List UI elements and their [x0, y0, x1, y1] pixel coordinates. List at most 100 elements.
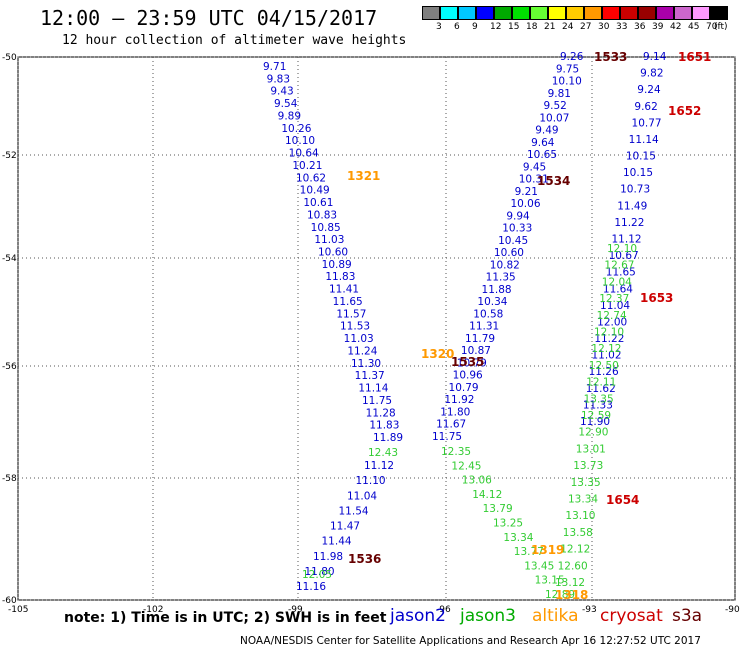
swh-value: 9.71 [263, 61, 286, 73]
swh-value: 10.58 [473, 308, 503, 320]
swh-value: 11.67 [436, 419, 466, 431]
swh-value: 11.98 [313, 551, 343, 563]
legend-jason3: jason3 [460, 606, 516, 626]
swh-value: 12.12 [591, 343, 621, 355]
colorbar-tick: 39 [652, 22, 664, 32]
pass-time-label: 1534 [537, 174, 570, 188]
swh-value: 12.00 [597, 316, 627, 328]
swh-value: 9.83 [267, 73, 290, 85]
swh-value: 11.04 [347, 490, 377, 502]
swh-value: 9.94 [506, 210, 530, 222]
colorbar-swatch [422, 6, 440, 20]
swh-value: 10.62 [296, 172, 326, 184]
swh-value: 11.02 [591, 350, 621, 362]
swh-value: 11.14 [358, 383, 388, 395]
swh-value: 12.60 [558, 560, 588, 572]
lon-label: -99 [288, 605, 303, 615]
legend-jason2: jason2 [390, 606, 446, 626]
swh-value: 10.06 [510, 198, 540, 210]
colorbar-swatch [476, 6, 494, 20]
swh-value: 11.31 [469, 321, 499, 333]
colorbar-tick: 42 [670, 22, 682, 32]
swh-value: 12.10 [607, 243, 637, 255]
colorbar-tick: 30 [598, 22, 610, 32]
swh-value: 13.06 [462, 475, 492, 487]
swh-value: 11.92 [444, 394, 474, 406]
swh-value: 11.90 [580, 416, 610, 428]
swh-value: 11.54 [339, 505, 369, 517]
colorbar-swatch [494, 6, 512, 20]
colorbar-tick: 6 [454, 22, 460, 32]
lon-label: -93 [582, 605, 597, 615]
colorbar-tick: 3 [436, 22, 442, 32]
swh-value: 13.77 [514, 546, 544, 558]
swh-value: 11.26 [589, 366, 619, 378]
swh-value: 10.96 [453, 370, 483, 382]
colorbar-tick: 24 [562, 22, 574, 32]
swh-value: 9.52 [543, 100, 566, 112]
colorbar-swatch [548, 6, 566, 20]
pass-time-label: 1651 [678, 50, 711, 64]
swh-value: 9.14 [643, 51, 667, 63]
pass-time-label: 1654 [606, 493, 639, 507]
colorbar-swatch [512, 6, 530, 20]
lon-label: -102 [143, 605, 163, 615]
pass-time-label: 1653 [640, 291, 673, 305]
swh-value: 11.75 [362, 395, 392, 407]
swh-value: 11.80 [305, 566, 335, 578]
swh-value: 13.01 [576, 443, 606, 455]
pass-time-label: 1321 [347, 169, 380, 183]
swh-value: 9.54 [274, 98, 298, 110]
swh-value: 10.31 [519, 174, 549, 186]
swh-value: 10.73 [620, 184, 650, 196]
lat-label: -50 [2, 53, 17, 63]
colorbar-swatch [530, 6, 548, 20]
swh-value: 10.61 [303, 197, 333, 209]
swh-value: 12.37 [599, 293, 629, 305]
swh-value: 11.22 [614, 217, 644, 229]
colorbar-tick: 12 [490, 22, 502, 32]
swh-value: 10.83 [307, 209, 337, 221]
lat-label: -56 [2, 362, 17, 372]
swh-value: 12.12 [560, 544, 590, 556]
swh-value: 11.03 [314, 234, 344, 246]
colorbar-tick: 36 [634, 22, 646, 32]
swh-value: 13.58 [563, 527, 593, 539]
lat-label: -54 [2, 254, 17, 264]
swh-value: 12.59 [581, 410, 611, 422]
colorbar-swatch [674, 6, 692, 20]
lon-label: -96 [436, 605, 451, 615]
swh-value: 9.81 [548, 88, 571, 100]
swh-value: 9.82 [640, 68, 663, 80]
swh-value: 11.44 [322, 536, 352, 548]
swh-value: 9.45 [523, 161, 546, 173]
swh-value: 11.04 [600, 300, 630, 312]
swh-value: 13.35 [571, 477, 601, 489]
swh-value: 11.30 [351, 358, 381, 370]
map-subtitle: 12 hour collection of altimeter wave hei… [62, 33, 407, 48]
swh-value: 10.15 [626, 151, 656, 163]
swh-value: 11.03 [344, 333, 374, 345]
credit-line: NOAA/NESDIS Center for Satellite Applica… [240, 635, 701, 647]
legend-altika: altika [532, 606, 579, 626]
swh-value: 12.74 [597, 310, 627, 322]
swh-value: 13.10 [565, 510, 595, 522]
pass-time-label: 1319 [531, 543, 564, 557]
lat-label: -58 [2, 474, 17, 484]
swh-value: 11.80 [440, 406, 470, 418]
colorbar-swatch [620, 6, 638, 20]
swh-value: 13.35 [584, 393, 614, 405]
swh-value: 11.62 [586, 383, 616, 395]
swh-value: 11.64 [603, 283, 633, 295]
swh-value: 12.45 [451, 460, 481, 472]
swh-value: 13.73 [573, 460, 603, 472]
swh-value: 10.26 [281, 123, 311, 135]
swh-value: 11.53 [340, 321, 370, 333]
swh-value: 11.35 [486, 272, 516, 284]
swh-value: 13.34 [503, 532, 533, 544]
swh-value: 12.11 [586, 377, 616, 389]
swh-value: 9.89 [278, 110, 301, 122]
lat-label: -60 [2, 596, 17, 606]
swh-value: 11.12 [364, 460, 394, 472]
colorbar-swatch [458, 6, 476, 20]
